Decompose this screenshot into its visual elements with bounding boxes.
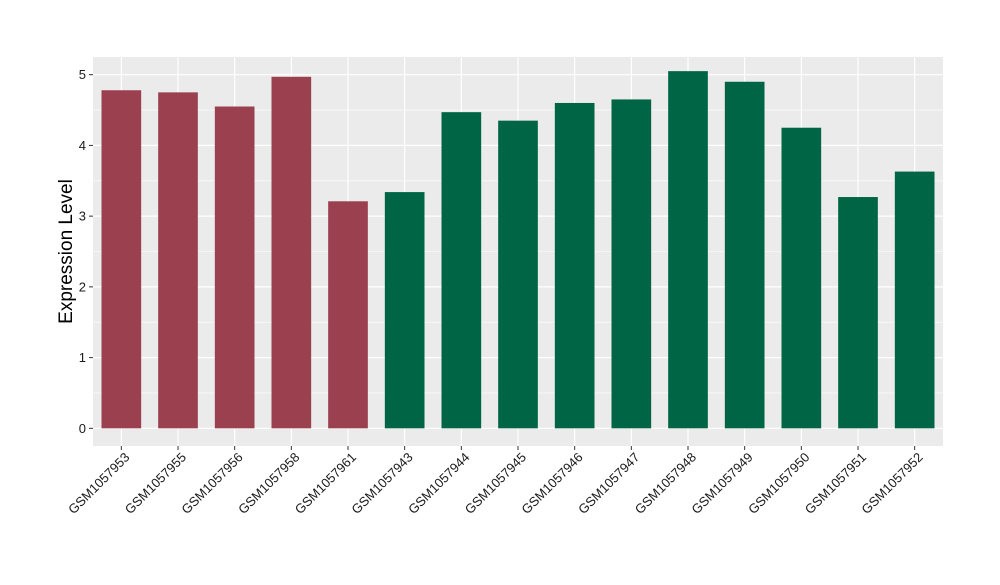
bar-GSM1057948 <box>668 71 708 429</box>
y-axis: 0 1 2 3 4 5 <box>79 67 93 436</box>
y-tick-label: 1 <box>79 350 86 365</box>
bar-GSM1057956 <box>214 106 255 429</box>
y-tick-label: 4 <box>79 138 86 153</box>
bar-GSM1057945 <box>498 120 538 429</box>
y-axis-label: Expression Level <box>56 179 77 324</box>
bar-GSM1057951 <box>838 197 878 429</box>
bar-GSM1057958 <box>271 76 312 429</box>
y-tick-label: 0 <box>79 421 86 436</box>
bar-GSM1057947 <box>611 99 652 429</box>
bar-GSM1057950 <box>781 127 822 429</box>
bar-GSM1057946 <box>554 102 595 429</box>
y-tick-label: 5 <box>79 67 86 82</box>
y-tick-label: 2 <box>79 279 86 294</box>
bar-GSM1057944 <box>441 112 482 429</box>
y-tick-label: 3 <box>79 209 86 224</box>
bar-GSM1057943 <box>384 192 425 429</box>
bar-GSM1057949 <box>724 81 765 429</box>
bar-GSM1057961 <box>328 201 368 429</box>
bar-GSM1057952 <box>894 171 935 429</box>
bars <box>101 71 935 429</box>
bar-GSM1057953 <box>101 90 142 429</box>
x-axis: GSM1057953GSM1057955GSM1057956GSM1057958… <box>65 446 926 517</box>
bar-GSM1057955 <box>158 92 198 429</box>
